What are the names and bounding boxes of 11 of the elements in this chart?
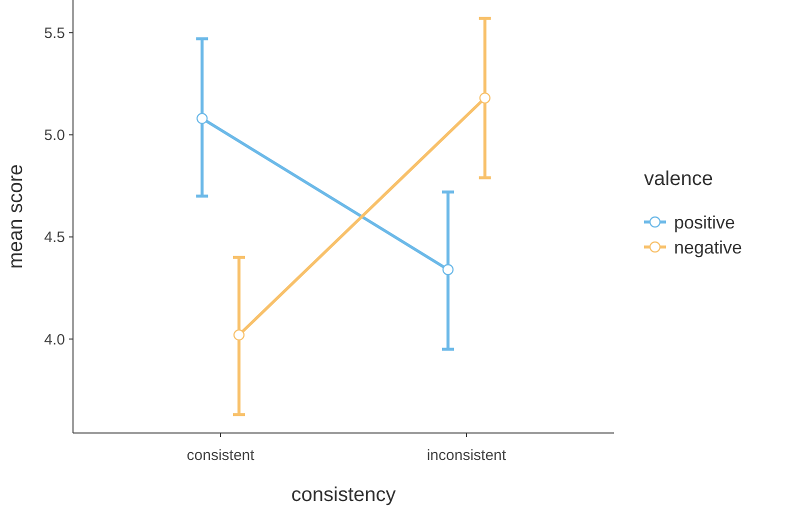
- legend-title: valence: [644, 168, 713, 190]
- legend-label: positive: [674, 212, 736, 232]
- y-axis-title: mean score: [5, 164, 27, 269]
- y-tick-label: 4.5: [44, 229, 65, 246]
- y-tick-label: 5.5: [44, 24, 65, 42]
- x-tick-label: inconsistent: [426, 447, 507, 464]
- y-tick-label: 5.0: [44, 127, 65, 144]
- legend-label: negative: [674, 237, 742, 258]
- y-tick-label: 4.0: [44, 331, 65, 348]
- x-tick-label: consistent: [186, 447, 256, 464]
- x-axis-title: consistency: [291, 484, 396, 506]
